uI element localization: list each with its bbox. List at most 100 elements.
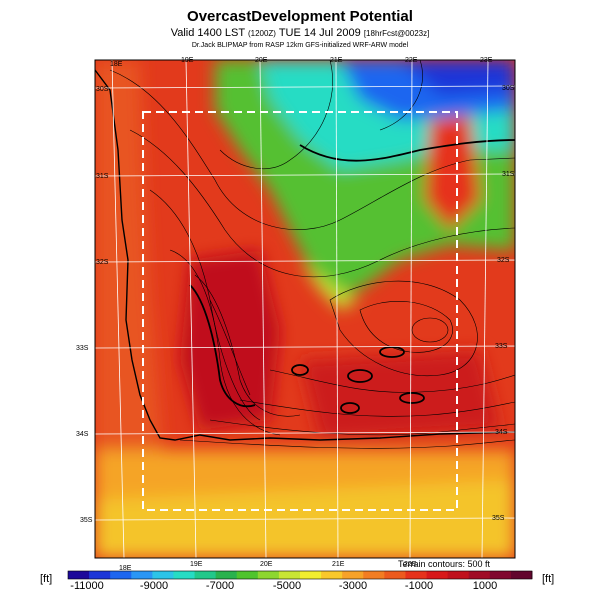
parallel-33s [95, 345, 515, 349]
colorbar-label: -11000 [70, 580, 104, 592]
colorbar-swatch [426, 571, 449, 579]
terrain-contour [179, 439, 515, 449]
terrain-contour [209, 299, 251, 396]
map-title: OvercastDevelopment Potential [187, 8, 413, 25]
parallel-32s [95, 259, 515, 263]
coastline [95, 69, 515, 441]
colorbar-swatch [363, 571, 385, 579]
overcast-field [95, 60, 515, 558]
colorbar-swatch [194, 571, 217, 579]
lat-label-left: 30S [96, 86, 109, 93]
lat-label-left: 32S [96, 259, 109, 266]
meridian-21e [335, 60, 339, 558]
bold-contour [299, 139, 515, 162]
colorbar-swatch [405, 571, 427, 579]
lon-label-top: 23E [480, 57, 493, 64]
lon-label-top: 20E [255, 57, 268, 64]
lon-label-bottom: 22E [404, 561, 417, 568]
colorbar-label: -9000 [139, 580, 169, 592]
lat-label-left: 35S [80, 517, 93, 524]
colorbar-swatch [257, 571, 280, 579]
colorbar-swatch [342, 571, 364, 579]
colorbar-swatch [68, 571, 90, 579]
lat-label-right: 30S [502, 85, 515, 92]
terrain-contour-note: Terrain contours: 500 ft [398, 559, 491, 569]
lat-label-left: 34S [76, 431, 89, 438]
lon-label-top: 18E [110, 61, 123, 68]
forecast-info: [18hrFcst@0023z] [363, 29, 430, 38]
colorbar-swatch [489, 571, 512, 579]
terrain-contour [109, 69, 515, 230]
colorbar-swatch [510, 571, 533, 579]
colorbar-unit-left: [ft] [40, 573, 53, 585]
axis-labels: 18E 19E 20E 21E 22E 23E 18E 19E 20E 21E … [76, 57, 515, 572]
valid-time-utc: (1200Z) [247, 29, 276, 38]
map-subtitle: Valid 1400 LST (1200Z) TUE 14 Jul 2009 [… [0, 27, 600, 39]
graticule [95, 60, 515, 558]
inner-domain-box [142, 111, 458, 511]
colorbar-swatch [321, 571, 343, 579]
parallel-31s [95, 173, 515, 177]
bold-contour [189, 284, 256, 408]
meridian-20e [259, 60, 267, 558]
field-east-red [300, 350, 500, 440]
terrain-contour [411, 317, 449, 343]
colorbar-swatch [110, 571, 132, 579]
colorbar-swatch [173, 571, 195, 579]
colorbar-swatch [384, 571, 406, 579]
terrain-contour [379, 60, 423, 131]
lat-label-right: 35S [492, 515, 505, 522]
colorbar-swatch [447, 571, 470, 579]
valid-time: Valid 1400 LST [170, 27, 245, 39]
bold-contour [347, 369, 373, 383]
colorbar-label: -1000 [404, 580, 434, 592]
terrain-contour [239, 399, 515, 417]
meridian-19e [185, 60, 197, 558]
colorbar-unit-right: [ft] [542, 573, 555, 585]
terrain-contour [169, 249, 281, 436]
colorbar-swatch [89, 571, 111, 579]
terrain-contour [219, 60, 333, 170]
terrain-contour [194, 274, 301, 417]
valid-date: TUE 14 Jul 2009 [278, 27, 361, 39]
field-mountain-red [180, 250, 280, 430]
lon-label-top: 21E [330, 57, 343, 64]
lon-label-top: 19E [181, 57, 194, 64]
colorbar-swatch [468, 571, 491, 579]
bold-contour [291, 364, 309, 376]
model-credit: Dr.Jack BLIPMAP from RASP 12km GFS-initi… [191, 42, 409, 49]
lon-label-top: 22E [405, 57, 418, 64]
parallel-35s [95, 517, 515, 521]
colorbar [67, 570, 533, 580]
colorbar-swatch [131, 571, 153, 579]
lat-label-left: 33S [76, 345, 89, 352]
lon-label-bottom: 20E [260, 561, 273, 568]
lat-label-left: 31S [96, 173, 109, 180]
lon-label-bottom: 18E [119, 565, 132, 572]
field-yellow-tongue [300, 260, 360, 310]
bold-contours [189, 139, 515, 414]
meridian-18e [111, 60, 125, 558]
terrain-contour [329, 280, 478, 377]
colorbar-swatch [278, 571, 301, 579]
bold-contour [399, 392, 425, 404]
lat-label-right: 31S [502, 171, 515, 178]
colorbar-swatch [300, 571, 322, 579]
lat-label-right: 33S [495, 343, 508, 350]
colorbar-border [67, 570, 533, 580]
parallel-30s [95, 85, 515, 89]
lat-label-right: 34S [495, 429, 508, 436]
colorbar-swatch [152, 571, 174, 579]
colorbar-label: -3000 [338, 580, 368, 592]
colorbar-swatch [215, 571, 238, 579]
bold-contour [379, 346, 405, 358]
lon-label-bottom: 19E [190, 561, 203, 568]
terrain-contours [109, 60, 515, 449]
lon-label-bottom: 21E [332, 561, 345, 568]
bold-contour [340, 402, 360, 414]
map-frame [94, 59, 516, 559]
parallel-34s [95, 431, 515, 435]
colorbar-label: 1000 [472, 580, 498, 592]
lat-label-right: 32S [497, 257, 510, 264]
